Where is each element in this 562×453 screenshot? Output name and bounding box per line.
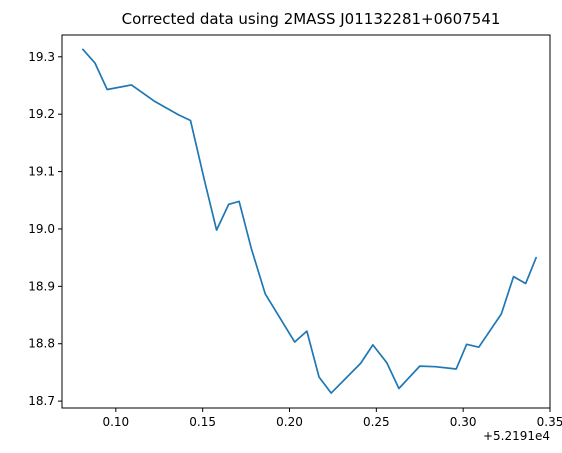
x-tick-label: 0.25 xyxy=(363,415,390,429)
y-tick-label: 18.8 xyxy=(28,337,55,351)
x-tick-label: 0.20 xyxy=(276,415,303,429)
x-axis: 0.10 0.15 0.20 0.25 0.30 0.35 xyxy=(102,408,562,429)
x-tick-label: 0.35 xyxy=(537,415,562,429)
y-tick-label: 18.7 xyxy=(28,394,55,408)
series-layer xyxy=(83,49,536,393)
x-tick-label: 0.10 xyxy=(102,415,129,429)
y-tick-label: 19.1 xyxy=(28,165,55,179)
chart-title: Corrected data using 2MASS J01132281+060… xyxy=(122,10,501,28)
y-tick-label: 19.0 xyxy=(28,222,55,236)
plot-area-frame xyxy=(62,35,550,408)
y-tick-label: 19.2 xyxy=(28,107,55,121)
x-tick-label: 0.15 xyxy=(189,415,216,429)
y-tick-label: 18.9 xyxy=(28,279,55,293)
x-axis-offset-label: +5.2191e4 xyxy=(483,429,550,443)
x-tick-label: 0.30 xyxy=(450,415,477,429)
series-line xyxy=(83,49,536,393)
y-axis: 18.7 18.8 18.9 19.0 19.1 19.2 19.3 xyxy=(28,50,62,408)
y-tick-label: 19.3 xyxy=(28,50,55,64)
